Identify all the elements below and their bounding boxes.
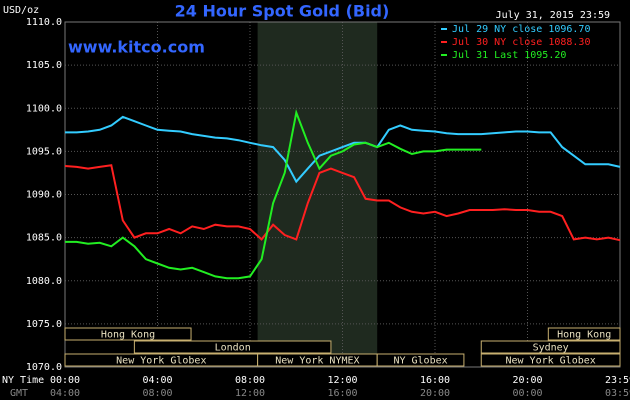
legend-label: Jul 29 NY close 1096.70 [452, 24, 590, 35]
x2-tick-label: 16:00 [327, 388, 357, 399]
session-label: New York Globex [505, 356, 595, 367]
x2-tick-label: 08:00 [142, 388, 172, 399]
session-box [480, 340, 621, 354]
y-tick-label: 1090.0 [26, 190, 62, 201]
x-tick-label: 12:00 [327, 375, 357, 386]
session-box [133, 340, 332, 354]
x2-tick-label: 00:00 [512, 388, 542, 399]
timestamp: July 31, 2015 23:59 [496, 10, 610, 21]
x2-tick-label: 12:00 [235, 388, 265, 399]
y-axis-label: USD/oz [3, 5, 39, 16]
legend-label: Jul 31 Last 1095.20 [452, 50, 566, 61]
session-label: Hong Kong [557, 330, 611, 341]
y-tick-label: 1075.0 [26, 319, 62, 330]
plot-frame [64, 21, 621, 368]
y-tick-label: 1085.0 [26, 233, 62, 244]
session-label: London [215, 343, 251, 354]
session-box [547, 327, 621, 341]
x-axis-label: NY Time [2, 375, 44, 386]
session-box [376, 353, 465, 367]
y-tick-label: 1100.0 [26, 103, 62, 114]
x2-axis-label: GMT [10, 388, 28, 399]
session-box [64, 327, 192, 341]
series-line [64, 164, 621, 242]
chart-title: 24 Hour Spot Gold (Bid) [175, 2, 390, 21]
series-line [65, 108, 482, 280]
session-label: Hong Kong [101, 330, 155, 341]
y-tick-label: 1110.0 [26, 17, 62, 28]
watermark: www.kitco.com [68, 38, 205, 57]
session-label: New York Globex [116, 356, 206, 367]
session-label: Sydney [533, 343, 569, 354]
session-box [480, 353, 621, 367]
session-label: New York NYMEX [275, 356, 359, 367]
x2-tick-label: 04:00 [50, 388, 80, 399]
x2-tick-label: 03:59 [605, 388, 630, 399]
x-tick-label: 23:59 [605, 375, 630, 386]
y-tick-label: 1080.0 [26, 276, 62, 287]
x2-tick-label: 20:00 [420, 388, 450, 399]
series-line [65, 115, 621, 184]
x-tick-label: 16:00 [420, 375, 450, 386]
x-tick-label: 04:00 [142, 375, 172, 386]
y-tick-label: 1070.0 [26, 362, 62, 373]
legend-label: Jul 30 NY close 1088.30 [452, 37, 590, 48]
y-tick-label: 1105.0 [26, 60, 62, 71]
x-tick-label: 00:00 [50, 375, 80, 386]
session-label: NY Globex [393, 356, 447, 367]
x-tick-label: 08:00 [235, 375, 265, 386]
x-tick-label: 20:00 [512, 375, 542, 386]
y-tick-label: 1095.0 [26, 146, 62, 157]
